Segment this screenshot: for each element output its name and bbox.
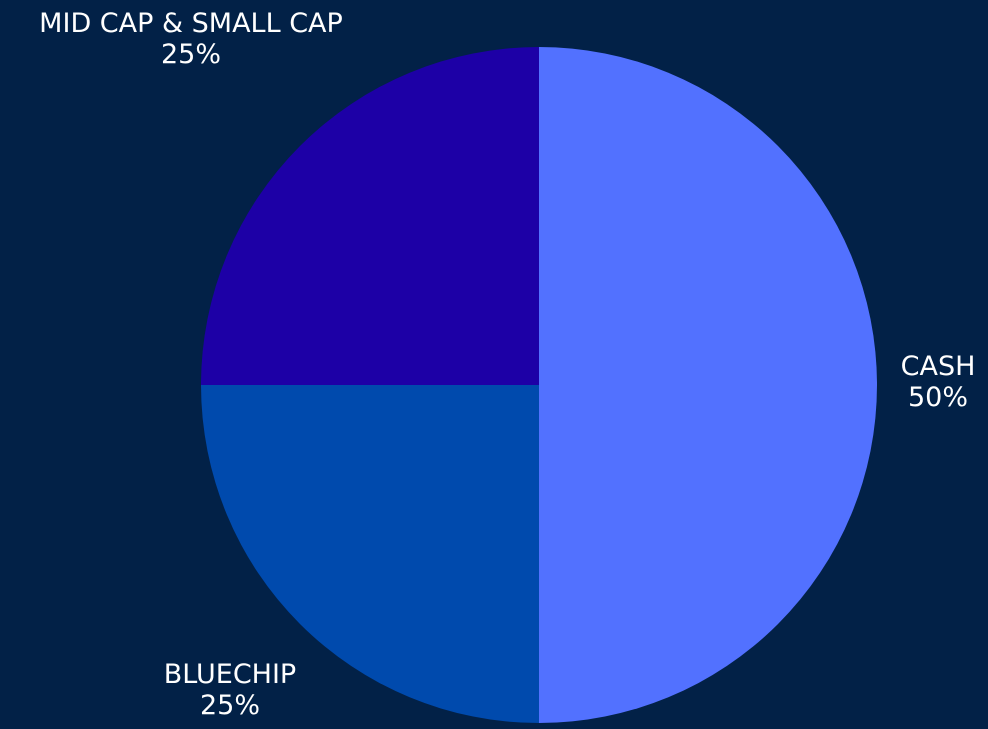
pie-slice-mid-small-cap (201, 47, 539, 385)
pie-slice-cash (539, 47, 877, 723)
slice-label-mid-small-cap-percent: 25% (160, 39, 222, 70)
slice-label-cash: CASH 50% (901, 351, 976, 413)
slice-label-bluechip-percent: 25% (199, 690, 261, 721)
slice-label-mid-small-cap-name: MID CAP & SMALL CAP (39, 8, 343, 39)
slice-label-bluechip-name: BLUECHIP (163, 659, 297, 690)
slice-label-mid-small-cap: MID CAP & SMALL CAP 25% (39, 8, 343, 70)
slice-label-cash-percent: 50% (907, 382, 969, 413)
pie-slice-bluechip (201, 385, 539, 723)
slice-label-bluechip: BLUECHIP 25% (164, 659, 296, 721)
slice-label-cash-name: CASH (900, 351, 976, 382)
